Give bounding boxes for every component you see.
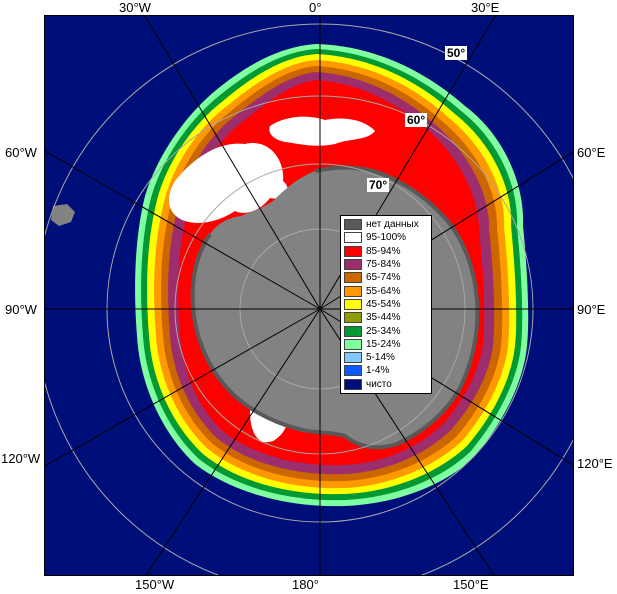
legend-row: 35-44% bbox=[344, 311, 428, 324]
lon-label-120e: 120°E bbox=[577, 456, 613, 471]
lat-label-70: 70° bbox=[367, 178, 390, 192]
lon-label-90e: 90°E bbox=[577, 302, 606, 317]
legend-label: 75-84% bbox=[366, 259, 401, 271]
legend-label: 85-94% bbox=[366, 245, 401, 257]
lon-label-150w: 150°W bbox=[135, 577, 175, 592]
meridian-120w bbox=[45, 308, 321, 467]
lon-label-0: 0° bbox=[309, 0, 322, 15]
legend-swatch bbox=[344, 312, 362, 324]
legend-label: чисто bbox=[366, 378, 392, 390]
legend-row: нет данных bbox=[344, 218, 428, 231]
ice-shelf-edge bbox=[190, 165, 480, 450]
legend-label: 15-24% bbox=[366, 338, 401, 350]
lon-label-30e: 30°E bbox=[471, 0, 500, 15]
ice-patch-95-100-weddell bbox=[168, 143, 288, 223]
legend-label: 45-54% bbox=[366, 298, 401, 310]
legend-label: 55-64% bbox=[366, 285, 401, 297]
legend-row: 15-24% bbox=[344, 338, 428, 351]
legend-swatch bbox=[344, 219, 362, 231]
legend-label: 35-44% bbox=[366, 312, 401, 324]
legend-swatch bbox=[344, 285, 362, 297]
legend-label: 5-14% bbox=[366, 352, 395, 364]
legend-label: 95-100% bbox=[366, 232, 407, 244]
legend-swatch bbox=[344, 259, 362, 271]
legend-label: 1-4% bbox=[366, 365, 390, 377]
lon-label-120w: 120°W bbox=[1, 451, 41, 466]
lat-label-60: 60° bbox=[405, 113, 428, 127]
lon-label-180: 180° bbox=[292, 577, 319, 592]
sea-ice-map bbox=[45, 16, 573, 575]
legend-row: чисто bbox=[344, 378, 428, 391]
legend-label: 65-74% bbox=[366, 272, 401, 284]
lon-label-150e: 150°E bbox=[453, 577, 489, 592]
legend-label: 25-34% bbox=[366, 325, 401, 337]
ice-patch-95-100-north bbox=[269, 116, 375, 146]
legend-swatch bbox=[344, 245, 362, 257]
legend-row: 95-100% bbox=[344, 231, 428, 244]
lon-label-60e: 60°E bbox=[577, 145, 606, 160]
legend-swatch bbox=[344, 365, 362, 377]
legend: нет данных 95-100% 85-94% 75-84% 65-74% 55-64… bbox=[340, 215, 432, 394]
meridian-150w bbox=[145, 308, 321, 575]
lon-label-30w: 30°W bbox=[119, 0, 151, 15]
legend-row: 25-34% bbox=[344, 324, 428, 337]
lat-label-50: 50° bbox=[445, 46, 468, 60]
legend-swatch bbox=[344, 338, 362, 350]
legend-swatch bbox=[344, 298, 362, 310]
lon-label-60w: 60°W bbox=[5, 145, 37, 160]
legend-row: 1-4% bbox=[344, 364, 428, 377]
legend-row: 55-64% bbox=[344, 284, 428, 297]
legend-label: нет данных bbox=[366, 219, 419, 231]
meridian-60w bbox=[45, 150, 321, 310]
meridians bbox=[45, 16, 573, 575]
meridian-30w bbox=[144, 16, 321, 310]
legend-swatch bbox=[344, 232, 362, 244]
legend-swatch bbox=[344, 352, 362, 364]
lon-label-90w: 90°W bbox=[5, 302, 37, 317]
legend-row: 65-74% bbox=[344, 271, 428, 284]
legend-row: 75-84% bbox=[344, 258, 428, 271]
legend-row: 45-54% bbox=[344, 298, 428, 311]
legend-swatch bbox=[344, 325, 362, 337]
legend-swatch bbox=[344, 378, 362, 390]
map-frame: 50° 60° 70° bbox=[44, 15, 574, 576]
south-america-tip bbox=[51, 204, 75, 226]
legend-row: 5-14% bbox=[344, 351, 428, 364]
legend-row: 85-94% bbox=[344, 245, 428, 258]
legend-swatch bbox=[344, 272, 362, 284]
